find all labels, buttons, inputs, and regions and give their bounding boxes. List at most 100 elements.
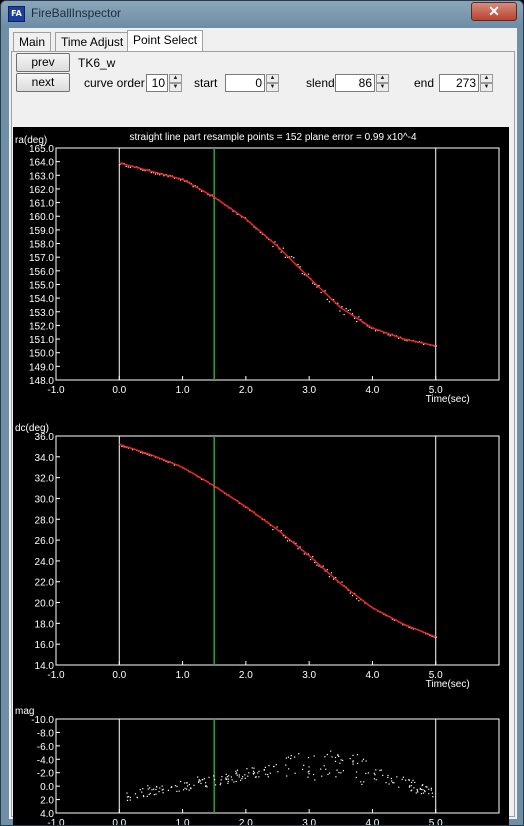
plot-area[interactable]: straight line part resample points = 152…	[13, 127, 509, 826]
data-point	[420, 788, 422, 791]
spin-down-icon[interactable]: ▼	[169, 83, 182, 92]
data-point	[339, 762, 341, 764]
data-point	[358, 600, 360, 602]
data-point	[334, 760, 337, 762]
plot-frame	[55, 435, 500, 666]
end-stepper[interactable]: ▲ ▼	[480, 74, 493, 92]
data-point	[261, 233, 263, 235]
x-tick-label: 0.0	[112, 670, 126, 681]
data-point	[198, 781, 200, 783]
y-tick-label: 22.0	[35, 578, 55, 589]
data-point	[324, 756, 326, 758]
spin-down-icon[interactable]: ▼	[376, 83, 389, 92]
data-point	[225, 778, 227, 781]
data-point	[225, 777, 227, 779]
data-point	[227, 778, 229, 780]
y-tick-label: 151.0	[29, 335, 54, 346]
y-axis-label: mag	[15, 706, 34, 717]
next-button[interactable]: next	[16, 73, 70, 92]
data-point	[351, 313, 354, 315]
data-point	[225, 773, 227, 775]
data-point	[356, 771, 358, 773]
data-point	[240, 216, 242, 218]
slend-field[interactable]: 86	[335, 74, 375, 92]
tab-time-adjust[interactable]: Time Adjust	[55, 32, 130, 52]
data-point	[159, 787, 161, 789]
spin-up-icon[interactable]: ▲	[480, 74, 493, 83]
data-point	[342, 759, 344, 761]
close-button[interactable]: ✕	[471, 2, 517, 21]
data-point	[430, 789, 432, 791]
data-point	[361, 783, 363, 785]
data-point	[232, 210, 234, 212]
spin-down-icon[interactable]: ▼	[266, 83, 279, 92]
data-point	[163, 175, 165, 177]
data-point	[417, 791, 419, 793]
data-point	[316, 286, 318, 288]
curve-order-stepper[interactable]: ▲ ▼	[169, 74, 182, 92]
data-point	[303, 553, 305, 555]
data-point	[298, 753, 300, 755]
data-point	[435, 345, 437, 347]
data-point	[149, 787, 151, 789]
y-tick-label: 165.0	[29, 144, 54, 155]
y-tick-label: 152.0	[29, 321, 54, 332]
start-stepper[interactable]: ▲ ▼	[266, 74, 279, 92]
prev-button[interactable]: prev	[16, 53, 70, 72]
spin-down-icon[interactable]: ▼	[480, 83, 493, 92]
curve-order-field[interactable]: 10	[146, 74, 168, 92]
data-point	[233, 781, 235, 783]
y-tick-label: 161.0	[29, 199, 54, 210]
data-point	[435, 636, 437, 638]
data-point	[380, 769, 382, 771]
y-tick-label: 24.0	[35, 557, 55, 568]
data-point	[313, 755, 315, 757]
x-axis-label: Time(sec)	[426, 394, 470, 405]
data-point	[269, 772, 271, 774]
y-tick-label: 18.0	[35, 619, 55, 630]
data-point	[410, 627, 412, 629]
data-point	[149, 792, 151, 795]
slend-value: 86	[358, 76, 372, 90]
data-point	[340, 772, 342, 774]
data-point	[167, 176, 169, 178]
curve-order-label: curve order	[84, 76, 145, 90]
data-point	[328, 576, 330, 578]
title-bar[interactable]: FA FireBallInspector ✕	[1, 1, 523, 27]
data-point	[258, 770, 260, 772]
data-point	[247, 775, 249, 777]
data-point	[412, 628, 414, 630]
start-field[interactable]: 0	[225, 74, 265, 92]
tab-main[interactable]: Main	[13, 32, 52, 52]
file-name: TK6_w	[78, 56, 116, 70]
data-point	[162, 792, 164, 794]
tab-point-select[interactable]: Point Select	[127, 30, 204, 52]
data-point	[123, 446, 125, 448]
data-point	[313, 773, 315, 776]
x-tick-label: 3.0	[302, 670, 316, 681]
spin-up-icon[interactable]: ▲	[266, 74, 279, 83]
data-point	[129, 166, 131, 168]
spin-up-icon[interactable]: ▲	[169, 74, 182, 83]
data-point	[142, 795, 145, 797]
slend-stepper[interactable]: ▲ ▼	[376, 74, 389, 92]
data-point	[307, 776, 309, 778]
data-point	[299, 266, 301, 268]
plots-canvas[interactable]: straight line part resample points = 152…	[13, 127, 509, 826]
fit-curve	[119, 162, 436, 347]
data-point	[338, 755, 340, 757]
y-tick-label: 34.0	[35, 453, 55, 464]
data-point	[125, 165, 127, 167]
data-point	[424, 790, 426, 792]
data-point	[159, 174, 161, 176]
data-point	[314, 779, 316, 781]
data-point	[391, 618, 393, 620]
data-point	[308, 766, 310, 768]
data-point	[409, 785, 411, 787]
spin-up-icon[interactable]: ▲	[376, 74, 389, 83]
data-point	[422, 784, 424, 786]
data-point	[221, 776, 223, 778]
y-tick-label: 156.0	[29, 267, 54, 278]
data-point	[392, 782, 394, 784]
end-field[interactable]: 273	[439, 74, 479, 92]
